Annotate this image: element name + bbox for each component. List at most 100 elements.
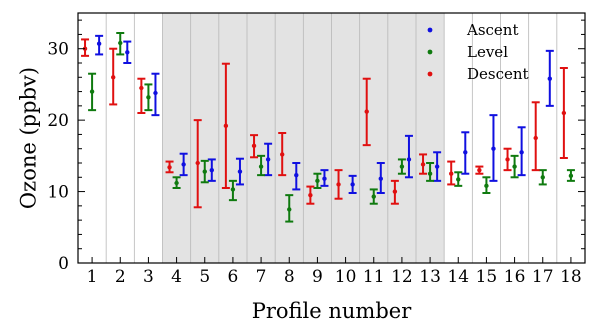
x-tick-label: 7: [256, 267, 267, 287]
error-bar: [264, 142, 273, 177]
x-tick-label: 16: [504, 267, 526, 287]
error-bar: [200, 159, 209, 184]
data-point: [82, 46, 88, 51]
data-point: [287, 207, 292, 212]
error-bar: [137, 77, 146, 114]
data-point: [399, 164, 405, 169]
error-bar: [362, 77, 371, 147]
y-axis-label: Ozone (ppbv): [17, 67, 41, 209]
plot-frame: [77, 12, 586, 264]
data-point: [146, 95, 151, 100]
data-point: [89, 89, 95, 94]
data-point: [237, 169, 243, 174]
data-point: [568, 173, 574, 179]
data-point: [484, 183, 489, 189]
error-bar: [376, 162, 385, 194]
data-point: [111, 75, 116, 80]
error-bar: [475, 165, 484, 175]
error-bar: [109, 47, 118, 106]
error-bar: [454, 171, 463, 187]
data-point: [167, 165, 172, 170]
data-point: [420, 162, 426, 167]
data-point: [449, 171, 454, 176]
y-tick-label: 10: [47, 183, 69, 203]
data-point: [378, 176, 383, 181]
error-bar: [306, 185, 315, 205]
error-bar: [433, 151, 442, 182]
data-point: [561, 110, 567, 116]
x-tick-label: 11: [363, 267, 385, 287]
x-tick-label: 9: [312, 267, 323, 287]
error-bar: [531, 101, 540, 172]
error-bar: [250, 134, 259, 159]
error-bar: [426, 162, 435, 182]
error-bar: [292, 162, 301, 191]
legend-marker: [427, 71, 433, 77]
data-point: [251, 143, 257, 149]
error-bar: [144, 83, 153, 112]
data-point: [315, 178, 320, 184]
data-point: [427, 171, 433, 176]
data-point: [202, 169, 207, 174]
error-bar: [404, 134, 413, 179]
x-tick-label: 14: [447, 267, 469, 287]
x-axis-label: Profile number: [252, 299, 412, 323]
data-point: [477, 167, 482, 173]
x-axis-ticks: 1 2 3 4 5 6 7 8 9 10 11 12 13 14 15 16 17 18: [87, 257, 582, 287]
data-point: [181, 162, 186, 167]
x-tick-label: 4: [171, 267, 182, 287]
error-bar: [257, 154, 266, 177]
x-tick-label: 10: [335, 267, 357, 287]
error-bar: [151, 72, 160, 117]
error-bar: [517, 126, 526, 177]
data-point: [434, 164, 440, 169]
error-bar: [489, 114, 498, 182]
data-point: [265, 157, 271, 162]
profile-separator-lines: [105, 13, 558, 263]
x-tick-label: 18: [560, 267, 582, 287]
legend-item-ascent: Ascent: [427, 21, 519, 39]
x-tick-label: 15: [476, 267, 498, 287]
series-descent: [81, 38, 568, 209]
legend-label: Ascent: [466, 21, 519, 39]
error-bar: [482, 176, 491, 194]
x-tick-label: 6: [228, 267, 239, 287]
legend-marker: [427, 49, 433, 55]
x-tick-label: 3: [143, 267, 154, 287]
error-bar: [510, 154, 519, 179]
series-layer: [81, 32, 575, 223]
y-tick-label: 30: [47, 40, 69, 60]
error-bar: [334, 169, 343, 200]
y-tick-label: 20: [47, 111, 69, 131]
error-bar: [447, 160, 456, 186]
data-point: [519, 150, 524, 155]
data-point: [230, 187, 236, 192]
error-bar: [348, 174, 357, 194]
data-point: [364, 109, 369, 114]
data-point: [322, 176, 327, 181]
data-point: [139, 85, 144, 91]
error-bar: [320, 169, 329, 187]
error-bar: [390, 179, 399, 205]
error-bar: [193, 119, 202, 209]
data-point: [223, 123, 229, 129]
data-point: [308, 192, 313, 198]
legend-label: Level: [467, 43, 508, 61]
x-tick-label: 2: [115, 267, 126, 287]
error-bar: [538, 169, 547, 186]
data-point: [96, 41, 102, 46]
data-point: [280, 152, 285, 157]
data-point: [153, 90, 158, 96]
data-point: [195, 160, 200, 166]
data-point: [174, 180, 179, 186]
legend-label: Descent: [467, 65, 529, 83]
x-tick-label: 13: [419, 267, 441, 287]
error-bar: [545, 49, 554, 107]
series-ascent: [95, 34, 554, 194]
data-point: [406, 157, 412, 162]
data-point: [350, 182, 355, 187]
error-bar: [461, 131, 470, 175]
error-bar: [88, 72, 97, 112]
legend-item-level: Level: [427, 43, 508, 61]
